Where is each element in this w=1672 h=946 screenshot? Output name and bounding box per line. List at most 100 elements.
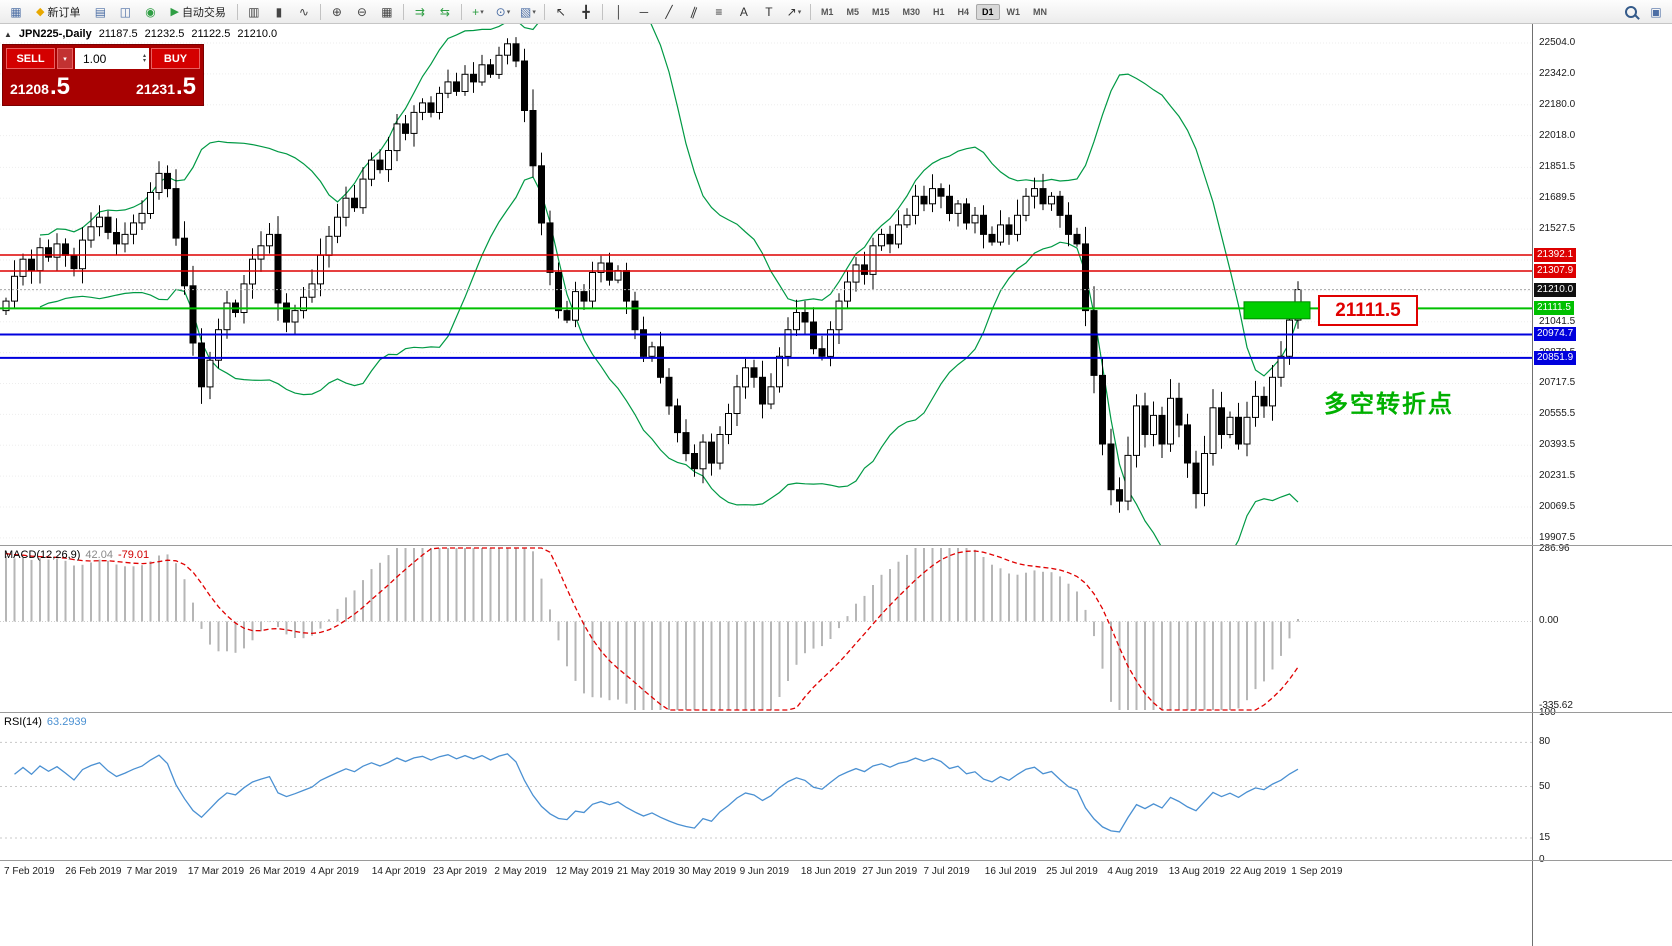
arrows-icon[interactable]: ↗ ▾ (786, 4, 802, 19)
level-price-badge: 21111.5 (1534, 301, 1574, 316)
toolbar-separator (319, 3, 321, 20)
date-label: 18 Jun 2019 (800, 866, 856, 877)
volume-input[interactable]: 1.00 ▴ ▾ (75, 48, 149, 69)
rsi-panel[interactable] (0, 713, 1532, 860)
timeframe-h1-button[interactable]: H1 (933, 6, 945, 17)
volume-stepper[interactable]: ▴ ▾ (142, 52, 146, 64)
main-chart[interactable] (0, 24, 1532, 545)
channel-icon[interactable]: ∥ (688, 3, 700, 20)
date-label: 26 Mar 2019 (249, 866, 306, 877)
date-label: 4 Aug 2019 (1107, 866, 1158, 877)
macd-panel[interactable] (0, 546, 1532, 712)
timeframe-mn-button[interactable]: MN (1033, 6, 1048, 17)
auto-trading-button[interactable]: ▶ 自动交易 (163, 2, 232, 22)
cursor-icon[interactable]: ↖ (555, 4, 566, 19)
date-label: 4 Apr 2019 (310, 866, 359, 877)
toolbar: ▦ ◆ 新订单 ▤ ◫ ◉ ▶ 自动交易 ▥ ▮ ∿ ⊕ ⊖ ▦ ⇉ ⇆ + ▾ ⊙ ▾ ▧ ▾ ↖ ╋ │ ─ ╱ ∥ ≡ A T ↗ ▾ M1… (0, 0, 1672, 24)
panel-divider[interactable] (0, 545, 1672, 546)
price-axis-tick: 20231.5 (1539, 470, 1576, 482)
buy-button[interactable]: BUY (151, 48, 200, 69)
rsi-axis-tick: 0 (1539, 854, 1545, 865)
sell-button[interactable]: SELL (6, 48, 55, 69)
one-click-trading-panel: SELL ▾ 1.00 ▴ ▾ BUY 21208 .5 21231 .5 (2, 44, 204, 106)
macd-label: MACD(12,26,9) 42.04 -79.01 (4, 549, 149, 561)
vertical-line-icon[interactable]: │ (615, 4, 623, 19)
tile-windows-icon[interactable]: ▦ (381, 4, 393, 19)
sell-price-dec: .5 (49, 73, 70, 100)
date-label: 25 Jul 2019 (1046, 866, 1098, 877)
highlight-zone[interactable] (1243, 301, 1311, 320)
step-down-icon[interactable]: ▾ (142, 57, 146, 64)
dropdown-caret-icon: ▾ (480, 8, 484, 16)
timeframe-w1-button[interactable]: W1 (1006, 6, 1021, 17)
rsi-line (14, 753, 1299, 833)
indicators-icon[interactable]: + ▾ (472, 4, 484, 19)
macd-signal-line (5, 547, 1299, 711)
sell-price[interactable]: 21208 .5 (10, 73, 70, 101)
new-order-button-icon: ◆ (36, 6, 45, 18)
auto-scroll-icon[interactable]: ⇉ (414, 4, 425, 19)
data-window-icon[interactable]: ◫ (119, 4, 132, 19)
price-axis-tick: 20393.5 (1539, 439, 1576, 451)
volume-dropdown[interactable]: ▾ (57, 48, 73, 69)
panel-divider[interactable] (0, 712, 1672, 713)
bar-chart-icon[interactable]: ▥ (248, 4, 260, 19)
timeframe-m30-button[interactable]: M30 (902, 6, 920, 17)
timeframe-m1-button[interactable]: M1 (820, 6, 834, 17)
templates-icon[interactable]: ▧ ▾ (520, 4, 536, 19)
collapse-panel-icon[interactable]: ▲ (4, 29, 12, 39)
price-axis-tick: 22342.0 (1539, 67, 1576, 79)
timeframe-h4-button[interactable]: H4 (957, 6, 970, 17)
zoom-out-icon[interactable]: ⊖ (356, 4, 367, 19)
price-level-callout[interactable]: 21111.5 (1318, 295, 1418, 326)
chat-icon[interactable]: ▣ (1650, 4, 1662, 19)
price-grid (0, 42, 1532, 539)
macd-name: MACD(12,26,9) (4, 549, 81, 561)
dropdown-caret-icon: ▾ (506, 8, 511, 16)
panel-divider[interactable] (0, 860, 1672, 861)
step-up-icon[interactable]: ▴ (142, 52, 146, 59)
text-label-icon[interactable]: T (765, 4, 773, 19)
candlestick-chart-icon[interactable]: ▮ (275, 4, 283, 19)
chart-shift-icon[interactable]: ⇆ (439, 4, 450, 19)
date-label: 22 Aug 2019 (1230, 866, 1287, 877)
price-axis: 22504.0 22342.0 22180.0 22018.0 21851.5 21689… (1532, 24, 1672, 946)
market-watch-icon[interactable]: ▤ (94, 4, 107, 19)
text-icon[interactable]: A (739, 4, 748, 19)
ohlc-low: 21122.5 (191, 28, 231, 40)
symbol-title: JPN225-,Daily (18, 28, 92, 40)
new-chart-icon[interactable]: ▦ (10, 4, 22, 19)
periods-icon[interactable]: ⊙ ▾ (495, 4, 511, 19)
rsi-label: RSI(14) 63.2939 (4, 716, 87, 728)
price-axis-tick: 22018.0 (1539, 129, 1576, 141)
timeframe-d1-button[interactable]: D1 (976, 3, 1000, 20)
ohlc-close: 21210.0 (237, 28, 278, 40)
current-price-badge: 21210.0 (1534, 282, 1577, 297)
timeframe-m5-button[interactable]: M5 (846, 6, 859, 17)
new-order-button[interactable]: ◆ 新订单 (29, 2, 87, 22)
macd-axis-tick: 0.00 (1539, 615, 1559, 627)
volume-value: 1.00 (83, 51, 107, 66)
trendline-icon[interactable]: ╱ (665, 4, 673, 19)
date-label: 21 May 2019 (617, 866, 675, 877)
rsi-name: RSI(14) (4, 716, 42, 728)
navigator-icon[interactable]: ◉ (145, 4, 156, 19)
auto-trading-button-icon: ▶ (170, 6, 179, 18)
horizontal-line-icon[interactable]: ─ (639, 4, 649, 19)
buy-price-dec: .5 (175, 73, 196, 100)
search-symbol-icon[interactable] (1619, 2, 1643, 22)
ohlc-open: 21187.5 (98, 28, 138, 40)
crosshair-icon[interactable]: ╋ (582, 4, 590, 19)
price-axis-tick: 20717.5 (1539, 377, 1576, 389)
toolbar-separator (543, 3, 545, 20)
macd-histogram (5, 548, 1299, 710)
fibonacci-icon[interactable]: ≡ (715, 4, 723, 19)
rsi-axis-tick: 50 (1539, 780, 1551, 792)
buy-price[interactable]: 21231 .5 (136, 73, 196, 101)
zoom-in-icon[interactable]: ⊕ (331, 4, 342, 19)
date-label: 17 Mar 2019 (187, 866, 245, 877)
timeframe-m15-button[interactable]: M15 (871, 6, 890, 17)
line-chart-icon[interactable]: ∿ (298, 4, 309, 19)
rsi-axis-tick: 15 (1539, 831, 1551, 843)
date-label: 13 Aug 2019 (1168, 866, 1225, 877)
